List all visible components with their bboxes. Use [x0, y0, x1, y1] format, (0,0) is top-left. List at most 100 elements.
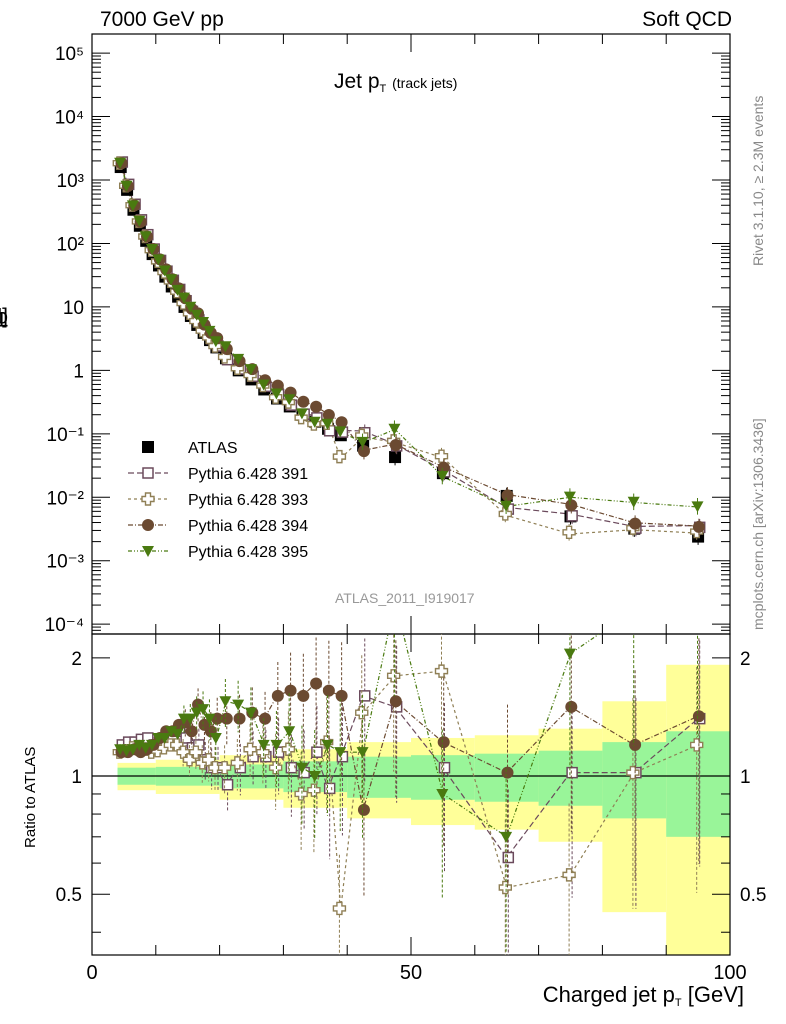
point-bot-p395-11	[184, 713, 197, 725]
point-bot-p394-26	[357, 803, 370, 816]
point-bot-p395-12	[190, 707, 203, 719]
point-bot-p393-30	[562, 868, 576, 882]
point-top-p395-6	[152, 254, 165, 266]
legend: ATLAS Pythia 6.428 391 Pythia 6.428 393 Pyt…	[128, 440, 308, 561]
point-top-p395-22	[295, 408, 308, 420]
legend-label-p394: Pythia 6.428 394	[188, 518, 308, 535]
point-top-p395-24	[321, 418, 334, 430]
point-top-p395-17	[232, 353, 245, 365]
point-bot-p395-15	[209, 732, 222, 744]
y-axis-ticks-top: 10⁻⁴ 10⁻³ 10⁻² 10⁻¹ 1 10 10² 10³ 10⁴ 10⁵	[45, 33, 730, 636]
point-top-p394-32	[692, 520, 705, 533]
point-bot-p395-7	[158, 732, 171, 744]
point-top-p394-23	[310, 400, 323, 413]
y-tick-label-bot-0: 0.5	[56, 885, 82, 906]
point-top-p395-9	[171, 284, 184, 296]
x-axis-label: Charged jet pT [GeV]	[542, 982, 744, 1009]
point-bot-p395-19	[257, 739, 270, 751]
point-top-p395-8	[165, 274, 178, 286]
point-bot-p394-21	[284, 684, 297, 697]
point-top-p393-30	[562, 525, 576, 540]
point-bot-p395-24	[321, 739, 334, 751]
point-bot-p394-30	[565, 700, 578, 713]
legend-label-p393: Pythia 6.428 393	[188, 492, 308, 509]
y-tick-label-top-3: 10⁻¹	[47, 425, 85, 446]
point-bot-p393-15	[208, 760, 222, 775]
point-bot-p395-5	[146, 739, 159, 751]
y-tick-label-bot-right-1: 1	[740, 767, 751, 788]
legend-label-atlas: ATLAS	[188, 440, 238, 457]
point-bot-p393-28	[434, 664, 449, 678]
point-top-p395-21	[283, 394, 296, 406]
point-top-p395-25	[334, 426, 347, 438]
point-top-p395-18	[244, 364, 257, 376]
point-top-p393-28	[434, 449, 449, 463]
point-bot-p395-22	[295, 762, 308, 774]
point-top-p395-32	[691, 501, 704, 513]
point-top-p394-26	[357, 445, 370, 458]
x-axis-ticks: 0 50 100	[86, 34, 747, 984]
point-bot-p393-25	[332, 901, 347, 916]
point-bot-p393-20	[268, 760, 283, 775]
point-bot-p393-11	[182, 753, 197, 767]
point-top-p394-24	[322, 408, 335, 421]
point-top-p395-28	[436, 471, 449, 483]
legend-label-p391: Pythia 6.428 391	[188, 466, 308, 483]
point-top-p395-4	[139, 231, 152, 243]
point-bot-p394-23	[310, 677, 323, 690]
point-bot-p395-4	[139, 742, 152, 754]
legend-marker-p391	[142, 467, 154, 479]
point-top-p394-29	[501, 489, 514, 502]
plot-title: Jet pT (track jets)	[334, 70, 458, 95]
point-top-p395-26	[356, 436, 369, 448]
point-bot-p395-20	[270, 739, 283, 751]
point-top-p395-31	[627, 496, 640, 508]
point-top-p395-13	[197, 317, 210, 329]
point-bot-p391-21	[285, 761, 298, 774]
point-bot-p394-19	[259, 712, 272, 725]
point-bot-p394-32	[692, 710, 705, 723]
point-top-p395-14	[203, 325, 216, 337]
point-bot-p393-23	[307, 783, 321, 797]
point-top-p391-30	[566, 510, 578, 522]
point-bot-p395-17	[232, 699, 245, 711]
point-top-p395-2	[126, 200, 139, 212]
point-bot-p394-11	[185, 725, 198, 738]
point-top-p395-11	[184, 301, 197, 313]
mcplots-credit-label: mcplots.cern.ch [arXiv:1306.3436]	[750, 418, 766, 630]
point-top-p395-7	[158, 265, 171, 277]
y-tick-label-top-5: 10	[63, 298, 84, 319]
line-top-p394	[120, 162, 699, 527]
point-bot-p393-16	[217, 760, 232, 775]
point-bot-p395-31	[628, 605, 640, 616]
y-tick-label-bot-2: 2	[71, 649, 82, 670]
y-axis-ticks-bottom: 0.5 0.5 1 1 2 2	[56, 649, 766, 933]
point-top-atlas-27	[389, 451, 402, 464]
point-bot-p395-14	[203, 713, 216, 725]
legend-marker-atlas	[142, 441, 154, 453]
point-top-p394-28	[437, 461, 450, 474]
ratio-uncertainty-bands	[92, 664, 730, 955]
x-tick-label-50: 50	[400, 962, 422, 984]
point-top-p395-23	[308, 416, 321, 428]
point-top-p395-1	[120, 180, 133, 192]
y-tick-label-top-4: 1	[73, 361, 84, 382]
point-top-p393-29	[498, 507, 512, 521]
x-tick-label-0: 0	[86, 962, 97, 984]
band-inner-4	[347, 756, 411, 798]
rivet-version-label: Rivet 3.1.10, ≥ 2.3M events	[750, 95, 766, 266]
header-process: Soft QCD	[642, 8, 732, 31]
point-top-p395-27	[388, 423, 401, 435]
point-bot-p394-27	[389, 695, 402, 708]
y-tick-label-top-1: 10⁻³	[47, 552, 85, 573]
point-top-p395-16	[219, 341, 232, 353]
point-top-p393-25	[332, 449, 347, 464]
y-tick-label-bot-right-0: 0.5	[740, 885, 766, 906]
point-bot-p391-26	[359, 690, 371, 702]
point-bot-p394-17	[233, 712, 246, 725]
point-bot-p394-20	[271, 689, 284, 702]
point-bot-p395-28	[436, 788, 449, 800]
point-top-p395-12	[190, 309, 203, 321]
y-tick-label-top-2: 10⁻²	[47, 488, 85, 509]
legend-marker-p395	[142, 546, 154, 557]
